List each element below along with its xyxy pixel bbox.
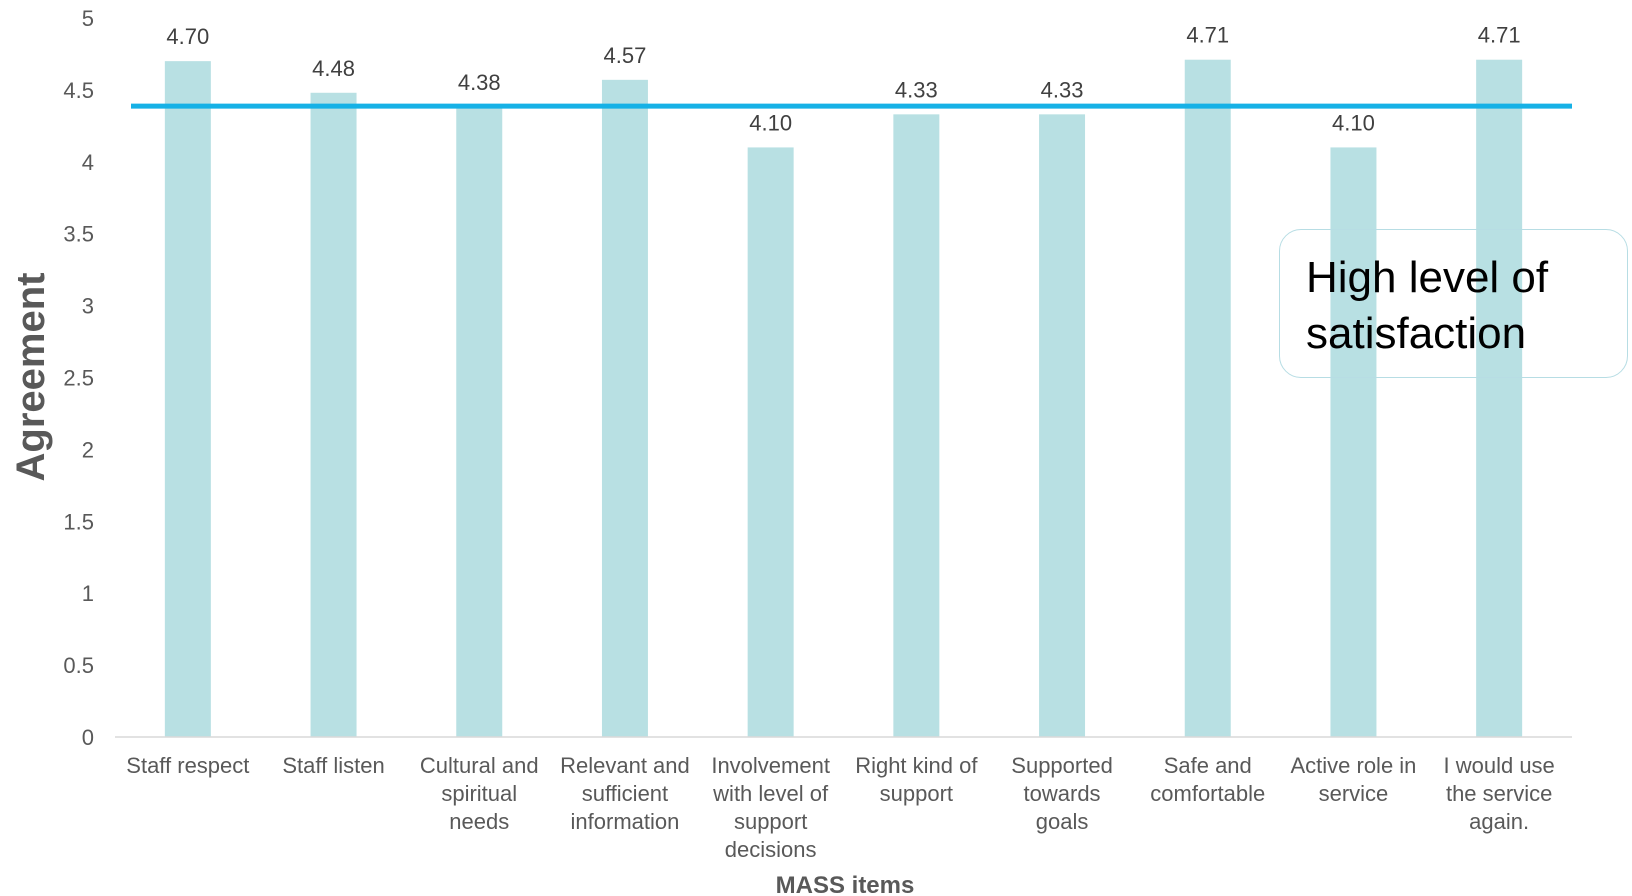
y-tick-label: 0.5 — [63, 653, 94, 678]
category-label: Cultural and spiritual needs — [420, 753, 539, 834]
data-label: 4.33 — [1041, 77, 1084, 102]
data-labels: 4.70 4.48 4.38 4.57 4.10 4.33 4.33 4.71 4.10 4.71 — [166, 23, 1520, 136]
bar — [893, 114, 940, 737]
bar — [1330, 147, 1377, 738]
y-tick-label: 5 — [82, 6, 94, 31]
data-label: 4.10 — [1332, 110, 1375, 135]
bar — [310, 92, 357, 737]
data-label: 4.70 — [166, 24, 209, 49]
category-label: I would use the service again. — [1444, 753, 1555, 834]
category-label: Supported towards goals — [1011, 753, 1113, 834]
y-tick-label: 4 — [82, 150, 94, 175]
bar — [456, 107, 503, 737]
y-tick-label: 2 — [82, 437, 94, 462]
y-tick-label: 3.5 — [63, 222, 94, 247]
annotation-text: High level of satisfaction — [1306, 253, 1549, 358]
bar — [601, 79, 648, 738]
bar — [1039, 114, 1086, 737]
bar — [747, 147, 794, 738]
y-axis-title: Agreement — [9, 273, 53, 482]
annotation-callout: High level of satisfaction — [1279, 229, 1628, 378]
category-labels: Staff respect Staff listen Cultural and spi… — [126, 753, 1555, 862]
data-label: 4.57 — [604, 43, 647, 68]
category-label: Active role in service — [1290, 753, 1416, 806]
y-tick-label: 0 — [82, 725, 94, 750]
data-label: 4.38 — [458, 70, 501, 95]
bar — [164, 61, 211, 737]
bars — [164, 59, 1523, 738]
category-label: Involvement with level of support decisions — [711, 753, 830, 862]
data-label: 4.71 — [1478, 23, 1521, 48]
category-label: Staff respect — [126, 753, 249, 778]
data-label: 4.10 — [749, 110, 792, 135]
bar — [1476, 59, 1523, 737]
data-label: 4.33 — [895, 77, 938, 102]
y-tick-label: 4.5 — [63, 78, 94, 103]
data-label: 4.48 — [312, 56, 355, 81]
category-label: Staff listen — [282, 753, 384, 778]
category-label: Right kind of support — [855, 753, 978, 806]
y-tick-label: 2.5 — [63, 366, 94, 391]
category-label: Safe and comfortable — [1150, 753, 1265, 806]
bar — [1184, 59, 1231, 737]
y-tick-label: 1 — [82, 581, 94, 606]
x-axis-title: MASS items — [776, 872, 915, 896]
data-label: 4.71 — [1186, 23, 1229, 48]
y-axis-ticks: 0 0.5 1 1.5 2 2.5 3 3.5 4 4.5 5 — [63, 6, 94, 750]
category-label: Relevant and sufficient information — [560, 753, 690, 834]
y-tick-label: 1.5 — [63, 509, 94, 534]
y-tick-label: 3 — [82, 294, 94, 319]
